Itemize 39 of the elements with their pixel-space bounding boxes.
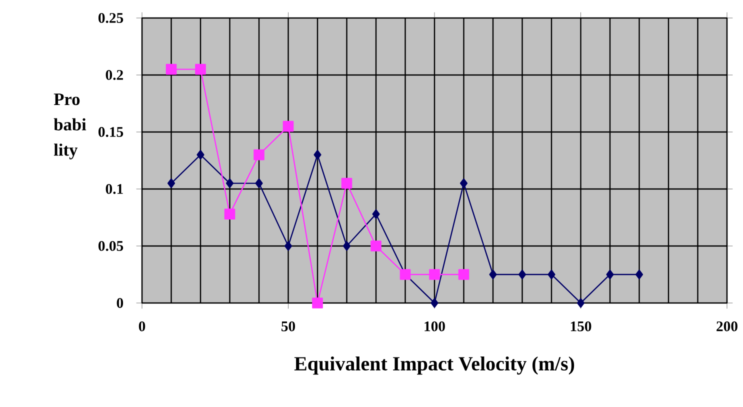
y-tick-label: 0.2 [106, 70, 123, 80]
point [635, 270, 644, 280]
point [282, 120, 294, 132]
x-tick-label: 50 [282, 321, 296, 332]
point [196, 150, 204, 160]
x-tick-label: 200 [716, 321, 738, 332]
x-tick-label: 150 [570, 321, 592, 332]
point [489, 270, 497, 280]
point [254, 149, 264, 160]
point [284, 241, 292, 251]
point [606, 270, 614, 280]
point [224, 208, 236, 220]
y-tick-label: 0.15 [98, 127, 124, 137]
x-tick-label: 0 [138, 321, 146, 332]
y-axis-title: Pro babi lity [54, 94, 86, 160]
point [458, 269, 470, 280]
y-tick-label: 0.05 [98, 241, 124, 251]
point [166, 64, 177, 75]
point [518, 270, 526, 280]
y-tick-label: 0 [116, 298, 124, 308]
x-axis-title: Equivalent Impact Velocity (m/s) [294, 356, 574, 375]
point [370, 240, 382, 252]
point [372, 209, 380, 219]
point [255, 178, 263, 188]
y-tick-label: 0.25 [98, 13, 124, 23]
point [226, 178, 234, 188]
point [167, 178, 176, 188]
point [548, 270, 556, 280]
point [460, 178, 468, 188]
point [430, 298, 438, 308]
point [341, 178, 352, 189]
point [429, 269, 440, 280]
point [195, 64, 206, 75]
point [342, 241, 351, 251]
point [314, 150, 322, 160]
y-tick-label: 0.1 [106, 184, 123, 194]
point [312, 298, 323, 308]
x-tick-label: 100 [424, 321, 445, 332]
point [576, 298, 585, 308]
